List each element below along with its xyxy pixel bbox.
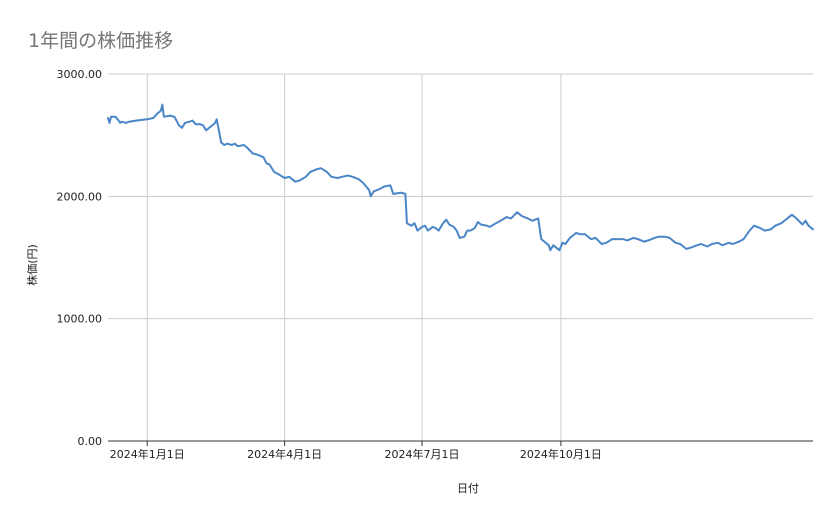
gridlines — [108, 73, 813, 441]
axes — [108, 440, 813, 446]
tick-labels: 0.00 1000.00 2000.00 3000.00 2024年1月1日 2024年4… — [57, 68, 602, 461]
x-axis-title: 日付 — [457, 482, 479, 495]
y-tick-label: 1000.00 — [57, 313, 103, 326]
series-line — [107, 103, 814, 252]
x-tick-label: 2024年4月1日 — [247, 447, 322, 461]
y-axis-title: 株価(円) — [25, 244, 39, 286]
chart-title: 1年間の株価推移 — [28, 30, 174, 52]
x-tick-label: 2024年1月1日 — [110, 447, 185, 461]
x-tick-label: 2024年7月1日 — [385, 447, 460, 461]
y-tick-label: 2000.00 — [57, 190, 103, 203]
y-tick-label: 3000.00 — [57, 68, 103, 81]
x-tick-label: 2024年10月1日 — [520, 447, 602, 461]
series-layer — [107, 103, 814, 252]
y-tick-label: 0.00 — [78, 435, 103, 448]
